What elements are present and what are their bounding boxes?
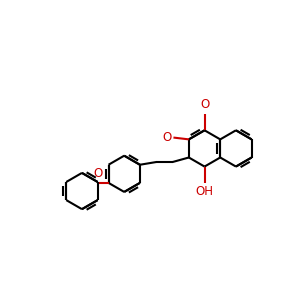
Text: OH: OH [196,185,214,198]
Text: O: O [200,98,209,112]
Text: O: O [162,131,172,144]
Text: O: O [93,167,102,180]
